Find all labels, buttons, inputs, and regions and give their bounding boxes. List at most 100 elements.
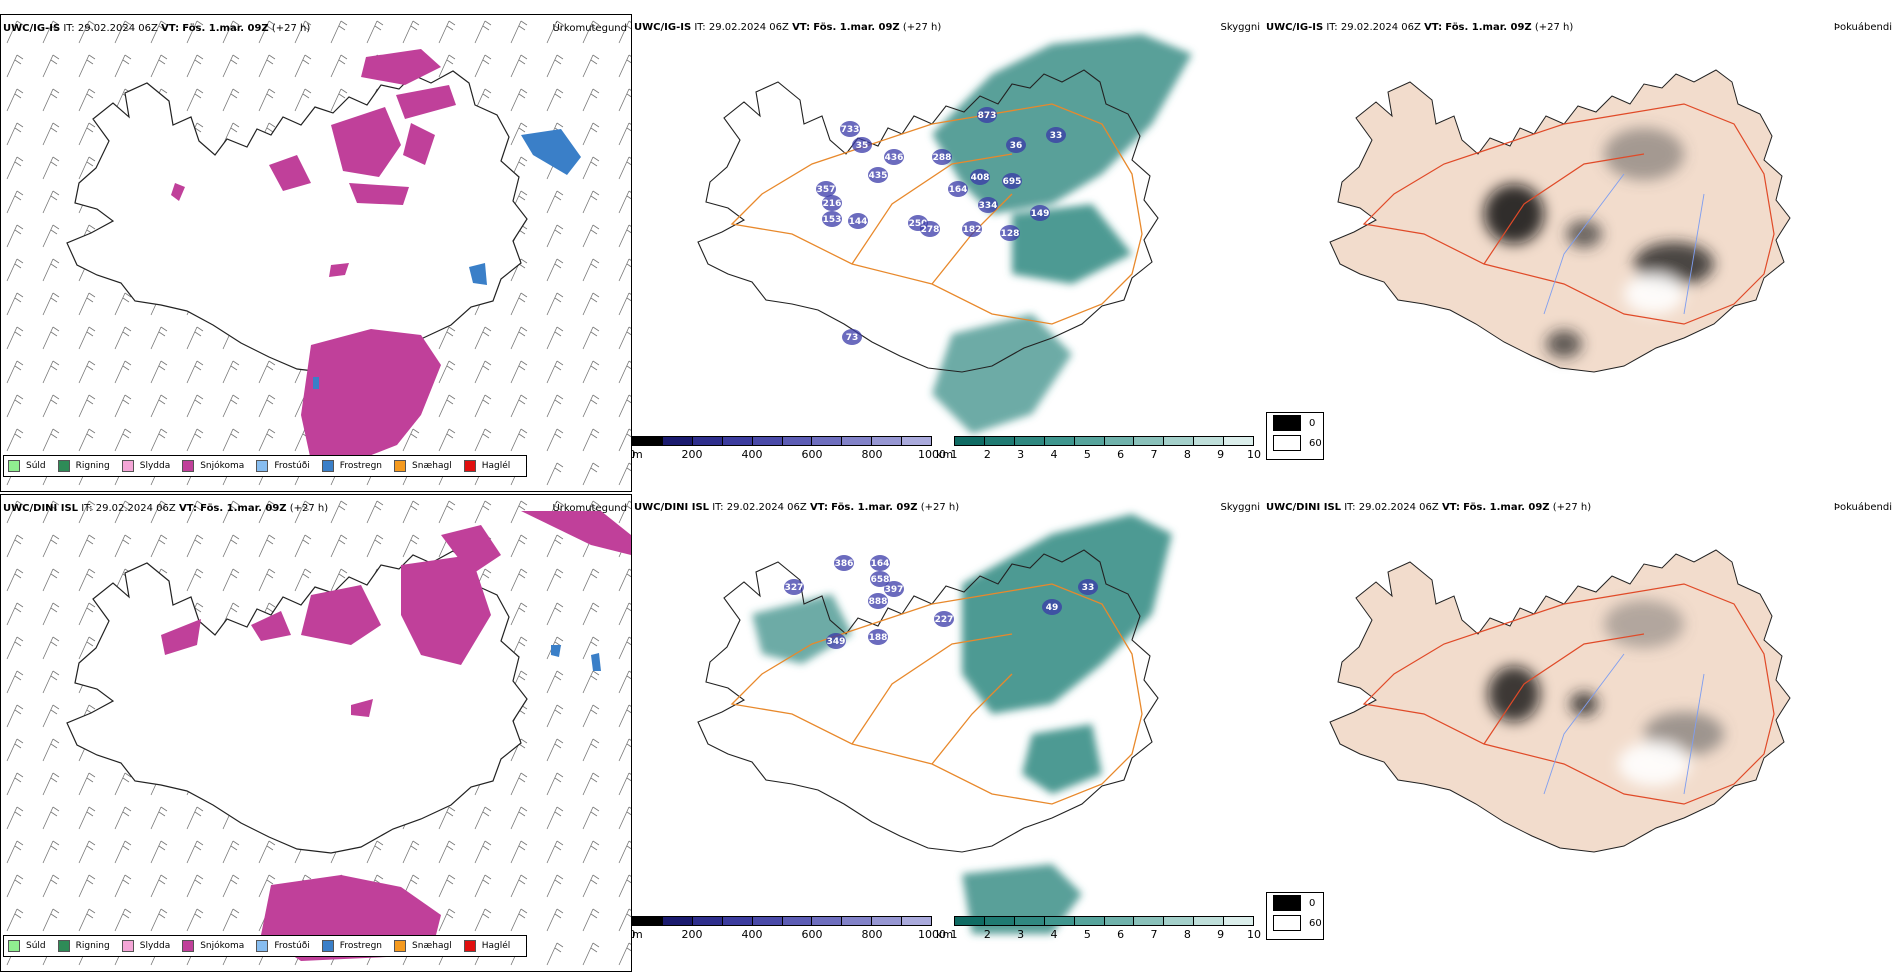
colorbar-tick-label: 2 bbox=[983, 448, 991, 461]
precip-legend: Súld Rigning Slydda Snjókoma Frostúði Fr… bbox=[3, 935, 528, 957]
cloud-base-label: 695 bbox=[1003, 177, 1022, 187]
panel-type-label: Úrkomutegund bbox=[552, 503, 627, 514]
colorbar-tick-label: 9 bbox=[1217, 448, 1225, 461]
colorbar-ticks: 1 2 3 4 5 6 7 8 9 10 bbox=[950, 926, 1262, 942]
panel-type-label: Þokuábendi bbox=[1833, 502, 1892, 513]
cloud-base-label: 49 bbox=[1046, 603, 1059, 613]
cloud-base-label: 144 bbox=[849, 217, 868, 227]
rivers bbox=[1543, 173, 1705, 315]
precip-map-2 bbox=[1, 495, 631, 971]
legend-item: Slydda bbox=[121, 940, 170, 952]
colorbar-swatch bbox=[633, 917, 663, 925]
legend-item: Súld bbox=[8, 940, 46, 952]
visibility-colorbar: 1 2 3 4 5 6 7 8 9 10 bbox=[950, 916, 1262, 942]
roads bbox=[730, 583, 1143, 805]
legend-swatch bbox=[394, 940, 407, 952]
legend-item: Snæhagl bbox=[394, 460, 452, 472]
visibility-field bbox=[932, 34, 1192, 434]
colorbar-swatch bbox=[782, 917, 813, 925]
precip-panel-1: UWC/IG-IS IT: 29.02.2024 06Z VT: Fös. 1.… bbox=[0, 14, 632, 492]
cloud-base-colorbar: 0 200 400 600 800 1000 bbox=[632, 916, 946, 942]
colorbar-swatch bbox=[1194, 917, 1225, 925]
colorbar-swatch bbox=[1194, 437, 1225, 445]
panel-type-label: Þokuábendi bbox=[1833, 22, 1892, 33]
freezing-rain-areas bbox=[551, 645, 601, 671]
colorbar-swatches bbox=[632, 436, 932, 446]
panel-type-label: Skyggni bbox=[1220, 22, 1260, 33]
fog-legend-item: 0 bbox=[1267, 893, 1323, 913]
fog-legend-swatch bbox=[1273, 415, 1301, 431]
cloud-base-label: 435 bbox=[869, 171, 888, 181]
panel-header: UWC/DINI ISL IT: 29.02.2024 06Z VT: Fös.… bbox=[3, 503, 329, 514]
legend-swatch bbox=[256, 940, 269, 952]
panel-type-label: Skyggni bbox=[1220, 502, 1260, 513]
legend-swatch bbox=[256, 460, 269, 472]
colorbar-swatches bbox=[954, 436, 1254, 446]
panel-header: UWC/DINI ISL IT: 29.02.2024 06Z VT: Fös.… bbox=[634, 502, 960, 513]
cloud-base-label: 33 bbox=[1082, 583, 1095, 593]
colorbar-tick-label: 0 bbox=[632, 448, 636, 461]
legend-item: Rigning bbox=[57, 940, 110, 952]
colorbar-tick-label: 400 bbox=[741, 448, 763, 461]
cloud-base-label: 164 bbox=[871, 559, 890, 569]
cloud-base-label: 164 bbox=[949, 185, 968, 195]
colorbar-swatch bbox=[1224, 917, 1254, 925]
precip-legend: Súld Rigning Slydda Snjókoma Frostúði Fr… bbox=[3, 455, 528, 477]
colorbar-swatch bbox=[1014, 917, 1045, 925]
colorbar-tick-label: 10 bbox=[1247, 448, 1261, 461]
colorbar-tick-label: 4 bbox=[1050, 928, 1058, 941]
cloud-base-blob bbox=[870, 571, 890, 587]
legend-swatch bbox=[321, 940, 334, 952]
colorbar-swatch bbox=[812, 917, 843, 925]
cloud-base-blob bbox=[868, 167, 888, 183]
legend-item: Slydda bbox=[121, 460, 170, 472]
colorbar-swatch bbox=[662, 917, 693, 925]
cloud-base-labels: 733 35 436 288 873 36 33 408 695 435 164 357 216 334 1… bbox=[816, 107, 1066, 345]
cloud-base-label: 35 bbox=[856, 141, 869, 151]
colorbar-swatch bbox=[752, 437, 783, 445]
fog-map-1 bbox=[1329, 69, 1791, 373]
colorbar-tick-label: 1000 bbox=[918, 928, 946, 941]
cloud-base-blob bbox=[1042, 599, 1062, 615]
colorbar-tick-label: 3 bbox=[1017, 448, 1025, 461]
cloud-base-blob bbox=[870, 555, 890, 571]
colorbar-tick-label: 600 bbox=[801, 928, 823, 941]
colorbar-tick-label: 9 bbox=[1217, 928, 1225, 941]
colorbar-swatch bbox=[1104, 917, 1135, 925]
fog-legend: 0 60 bbox=[1266, 892, 1324, 940]
precip-panel-2: UWC/DINI ISL IT: 29.02.2024 06Z VT: Fös.… bbox=[0, 494, 632, 972]
colorbar-swatch bbox=[1134, 917, 1165, 925]
precip-map-1 bbox=[1, 15, 631, 491]
panel-header: UWC/IG-IS IT: 29.02.2024 06Z VT: Fös. 1.… bbox=[1266, 22, 1574, 33]
visibility-unit: km bbox=[936, 928, 954, 941]
legend-item: Frostregn bbox=[321, 940, 382, 952]
colorbar-swatch bbox=[633, 437, 663, 445]
cloud-base-blob bbox=[977, 107, 997, 123]
fog-legend-swatch bbox=[1273, 915, 1301, 931]
colorbar-swatch bbox=[902, 917, 932, 925]
legend-swatch bbox=[182, 460, 195, 472]
legend-item: Frostúði bbox=[256, 460, 310, 472]
legend-swatch bbox=[463, 940, 476, 952]
cloud-base-blob bbox=[868, 629, 888, 645]
colorbar-ticks: 0 200 400 600 800 1000 bbox=[632, 446, 946, 462]
cloud-map-2: 386 164 658 327 397 888 227 188 349 49 33 bbox=[697, 514, 1172, 934]
cloud-base-blob bbox=[784, 579, 804, 595]
colorbar-swatch bbox=[1164, 917, 1195, 925]
colorbar-swatch bbox=[955, 437, 985, 445]
cloud-base-label: 188 bbox=[869, 633, 888, 643]
cloud-base-label: 278 bbox=[921, 225, 940, 235]
colorbar-swatch bbox=[955, 917, 985, 925]
colorbar-tick-label: 0 bbox=[632, 928, 636, 941]
colorbar-swatch bbox=[1074, 437, 1105, 445]
panel-header: UWC/IG-IS IT: 29.02.2024 06Z VT: Fös. 1.… bbox=[634, 22, 942, 33]
fog-legend-item: 60 bbox=[1267, 433, 1323, 453]
panel-type-label: Úrkomutegund bbox=[552, 23, 627, 34]
colorbar-tick-label: 1 bbox=[950, 928, 958, 941]
cloud-base-label: 334 bbox=[979, 201, 998, 211]
legend-swatch bbox=[8, 940, 20, 952]
colorbar-tick-label: 400 bbox=[741, 928, 763, 941]
cloud-base-blob bbox=[868, 593, 888, 609]
visibility-colorbar: 1 2 3 4 5 6 7 8 9 10 bbox=[951, 436, 1261, 462]
colorbar-tick-label: 7 bbox=[1150, 448, 1158, 461]
